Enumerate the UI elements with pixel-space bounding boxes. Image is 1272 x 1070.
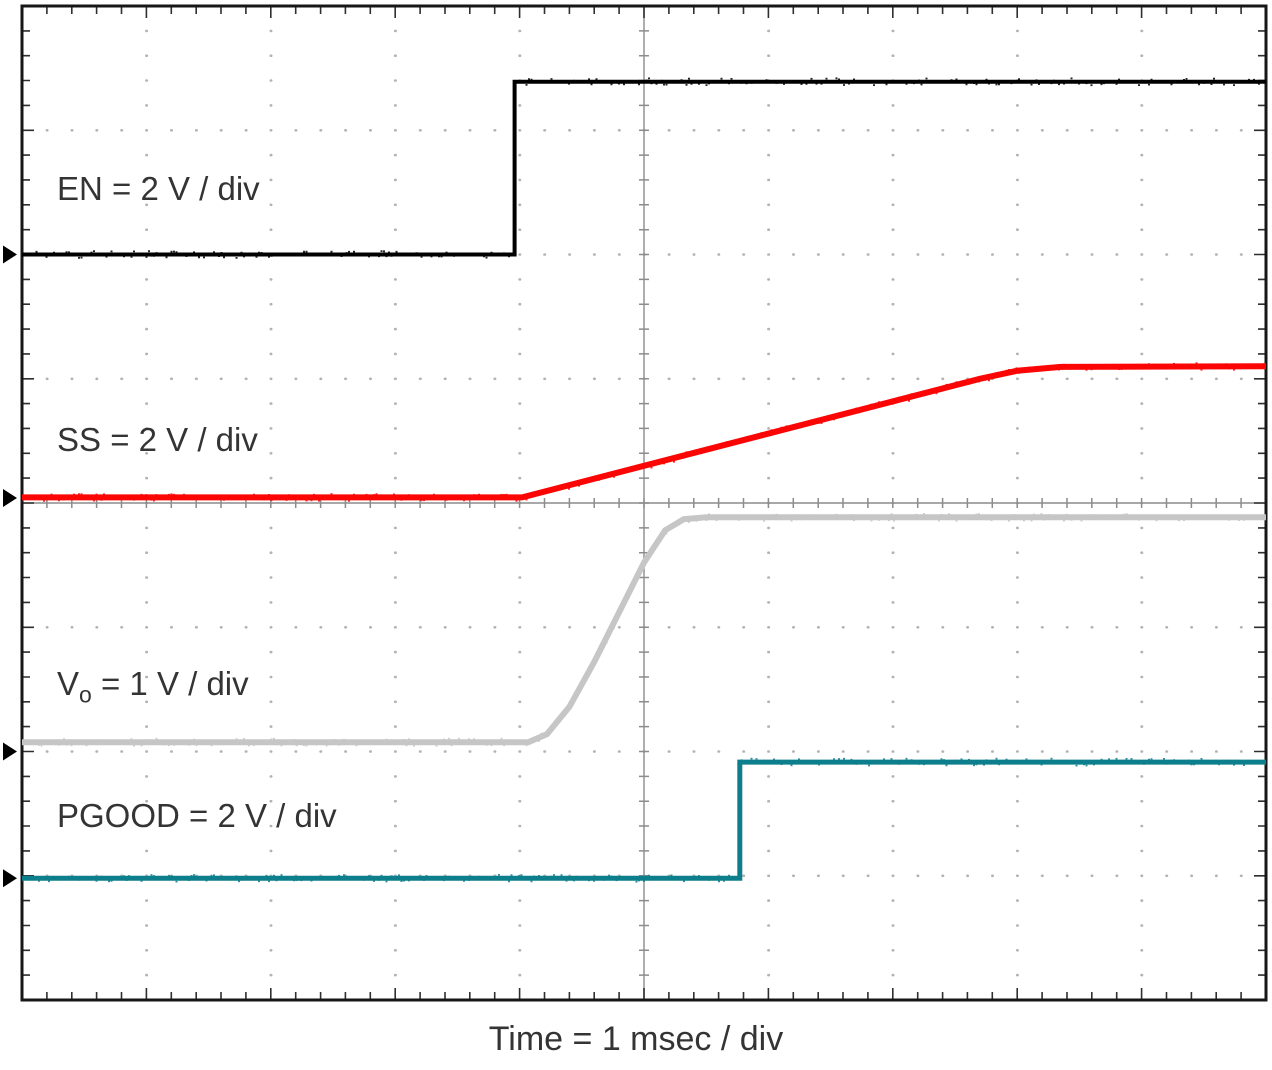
trace-ss	[22, 362, 1267, 502]
graticule	[22, 6, 1266, 1000]
trace-label-pgood: PGOOD = 2 V / div	[57, 797, 337, 834]
trace-noise-en	[33, 77, 1260, 259]
trace-pgood	[22, 757, 1266, 883]
ground-markers	[3, 245, 17, 888]
trace-noise-pgood	[23, 757, 1263, 883]
trace-label-vo: Vo = 1 V / div	[57, 665, 249, 708]
ground-marker-en	[3, 245, 17, 264]
time-axis-label: Time = 1 msec / div	[488, 1020, 784, 1058]
ground-marker-vo	[3, 742, 17, 761]
trace-en	[22, 77, 1266, 259]
vo-label-rest: = 1 V / div	[91, 665, 249, 702]
vo-symbol: V	[57, 665, 80, 702]
trace-noise-ss	[28, 362, 1265, 502]
trace-vo	[22, 513, 1266, 747]
trace-label-ss: SS = 2 V / div	[57, 421, 258, 458]
plot-border	[20, 4, 1268, 1002]
ground-marker-ss	[3, 489, 17, 507]
trace-label-en: EN = 2 V / div	[57, 170, 260, 207]
ground-marker-pgood	[3, 869, 17, 888]
waveform-plot	[3, 4, 1268, 1002]
vo-subscript: o	[79, 681, 92, 708]
trace-noise-vo	[23, 513, 1265, 747]
